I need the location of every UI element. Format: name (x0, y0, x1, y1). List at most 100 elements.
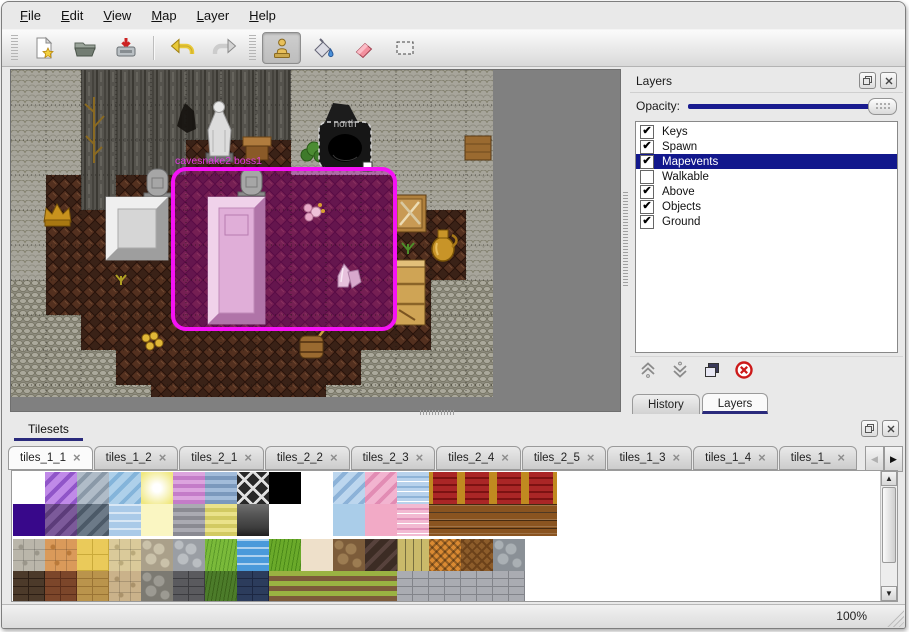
tileset-tile[interactable] (493, 504, 525, 536)
tab-close-icon[interactable]: × (501, 450, 509, 465)
layer-row-ground[interactable]: ✔ Ground (636, 214, 897, 229)
tab-close-icon[interactable]: × (244, 450, 252, 465)
fill-tool-button[interactable] (303, 32, 342, 64)
tileset-tile[interactable] (301, 504, 333, 536)
tileset-tile[interactable] (77, 539, 109, 571)
tileset-tile[interactable] (237, 571, 269, 601)
close-icon[interactable] (882, 420, 899, 437)
float-icon[interactable] (859, 72, 876, 89)
tileset-tile[interactable] (301, 472, 333, 504)
tileset-tile[interactable] (365, 539, 397, 571)
layer-row-walkable[interactable]: Walkable (636, 169, 897, 184)
tileset-tile[interactable] (525, 504, 557, 536)
tileset-tile[interactable] (205, 571, 237, 601)
map-canvas[interactable]: north cavesnake2 boss1 (10, 69, 621, 412)
checkbox-checked-icon[interactable]: ✔ (640, 199, 654, 214)
opacity-slider[interactable] (688, 97, 897, 115)
opacity-slider-handle[interactable] (868, 97, 897, 115)
raise-layer-button[interactable] (638, 360, 658, 385)
tileset-tile[interactable] (461, 571, 493, 601)
checkbox-checked-icon[interactable]: ✔ (640, 124, 654, 139)
tab-close-icon[interactable]: × (73, 450, 81, 465)
tileset-tile[interactable] (141, 571, 173, 601)
horizontal-splitter[interactable] (420, 410, 456, 415)
tileset-tile[interactable] (77, 504, 109, 536)
tileset-tile[interactable] (493, 472, 525, 504)
tileset-tile[interactable] (397, 472, 429, 504)
tileset-tab-tiles_1_[interactable]: tiles_1_ × (778, 446, 857, 470)
tileset-tab-tiles_2_4[interactable]: tiles_2_4 × (436, 446, 521, 470)
tileset-tile[interactable] (269, 472, 301, 504)
dock-tab-history[interactable]: History (632, 394, 700, 414)
open-button[interactable] (65, 32, 104, 64)
select-tool-button[interactable] (385, 32, 424, 64)
tileset-tile[interactable] (13, 472, 45, 504)
tileset-tile[interactable] (45, 504, 77, 536)
tileset-tile[interactable] (301, 571, 333, 601)
tileset-tile[interactable] (461, 539, 493, 571)
tileset-tile[interactable] (397, 571, 429, 601)
tileset-tile[interactable] (77, 571, 109, 601)
menu-help[interactable]: Help (249, 8, 276, 23)
tileset-tile[interactable] (173, 504, 205, 536)
close-icon[interactable] (880, 72, 897, 89)
tileset-tab-tiles_1_1[interactable]: tiles_1_1 × (8, 446, 93, 470)
tab-close-icon[interactable]: × (415, 450, 424, 465)
tileset-tile[interactable] (461, 504, 493, 536)
tileset-tile[interactable] (109, 539, 141, 571)
tileset-tab-tiles_2_2[interactable]: tiles_2_2 × (264, 446, 350, 470)
tab-close-icon[interactable]: × (758, 450, 766, 465)
new-map-button[interactable] (24, 32, 63, 64)
vertical-splitter[interactable] (621, 69, 629, 410)
opacity-slider-track[interactable] (688, 103, 895, 109)
layer-row-objects[interactable]: ✔ Objects (636, 199, 897, 214)
tileset-tile[interactable] (461, 472, 493, 504)
tileset-tab-tiles_1_2[interactable]: tiles_1_2 × (93, 446, 179, 470)
dock-tab-layers[interactable]: Layers (701, 393, 769, 414)
checkbox-checked-icon[interactable]: ✔ (640, 214, 654, 229)
tileset-tile[interactable] (205, 504, 237, 536)
layer-row-spawn[interactable]: ✔ Spawn (636, 139, 897, 154)
tilesets-panel-title[interactable]: Tilesets (14, 419, 83, 441)
stamp-tool-button[interactable] (262, 32, 301, 64)
tileset-tile[interactable] (397, 504, 429, 536)
tileset-tile[interactable] (493, 571, 525, 601)
tileset-tab-tiles_2_1[interactable]: tiles_2_1 × (179, 446, 264, 470)
save-button[interactable] (106, 32, 145, 64)
tileset-tile[interactable] (141, 504, 173, 536)
checkbox-checked-icon[interactable]: ✔ (640, 184, 654, 199)
tileset-tile[interactable] (13, 539, 45, 571)
menu-view[interactable]: View (103, 8, 132, 23)
tab-close-icon[interactable]: × (158, 450, 167, 465)
tileset-tile[interactable] (13, 571, 45, 601)
tileset-tile[interactable] (365, 472, 397, 504)
tileset-tile[interactable] (525, 539, 557, 571)
tileset-tile[interactable] (429, 504, 461, 536)
tileset-tile[interactable] (397, 539, 429, 571)
layer-row-above[interactable]: ✔ Above (636, 184, 897, 199)
layer-list[interactable]: ✔ Keys ✔ Spawn ✔ Mapevents Walkable ✔ Above ✔ Obje… (635, 121, 898, 353)
toolbar-grip-2[interactable] (249, 35, 256, 61)
float-icon[interactable] (861, 420, 878, 437)
tileset-tile[interactable] (237, 472, 269, 504)
tileset-tile[interactable] (333, 504, 365, 536)
tab-close-icon[interactable]: × (672, 450, 681, 465)
layer-row-keys[interactable]: ✔ Keys (636, 124, 897, 139)
menu-file[interactable]: File (20, 8, 41, 23)
undo-button[interactable] (163, 32, 202, 64)
tileset-tile[interactable] (109, 504, 141, 536)
resize-grip[interactable] (885, 608, 904, 627)
tileset-tab-tiles_1_3[interactable]: tiles_1_3 × (607, 446, 693, 470)
tab-close-icon[interactable]: × (586, 450, 595, 465)
tileset-tile[interactable] (269, 504, 301, 536)
tileset-tile[interactable] (525, 571, 557, 601)
tileset-tile[interactable] (333, 472, 365, 504)
tileset-view[interactable]: ▲ ▼ (11, 470, 898, 602)
tileset-tile[interactable] (45, 539, 77, 571)
lower-layer-button[interactable] (670, 360, 690, 385)
tileset-tile[interactable] (525, 472, 557, 504)
tab-close-icon[interactable]: × (329, 450, 338, 465)
tab-close-icon[interactable]: × (837, 450, 845, 465)
tileset-tile[interactable] (269, 539, 301, 571)
scroll-left-icon[interactable]: ◀ (865, 446, 884, 472)
